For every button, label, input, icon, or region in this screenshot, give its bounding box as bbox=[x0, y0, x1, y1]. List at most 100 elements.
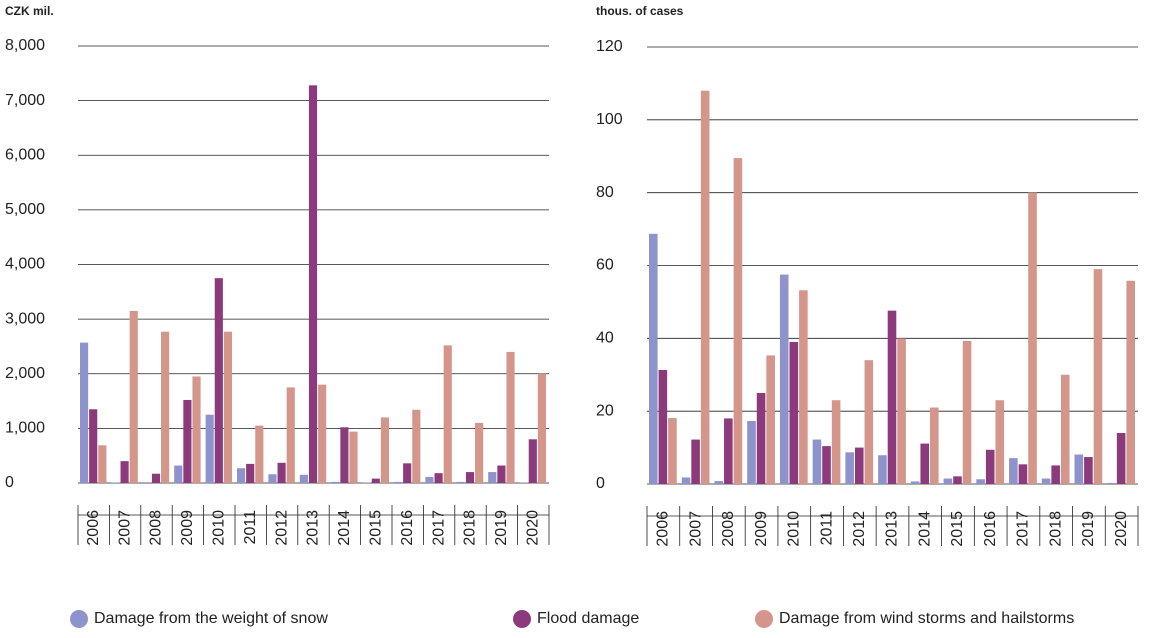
bar bbox=[747, 420, 756, 484]
x-tick-label: 2010 bbox=[786, 511, 803, 547]
bar bbox=[465, 472, 475, 483]
bar bbox=[976, 479, 985, 484]
bar bbox=[394, 481, 403, 483]
x-tick-label: 2012 bbox=[851, 511, 868, 547]
bar bbox=[246, 463, 255, 483]
bar bbox=[1051, 465, 1060, 484]
x-tick-label: 2014 bbox=[916, 511, 933, 547]
x-tick-label: 2008 bbox=[720, 511, 737, 547]
y-tick-label: 60 bbox=[596, 257, 614, 274]
bar bbox=[1107, 482, 1116, 484]
x-tick-label: 2016 bbox=[399, 510, 416, 546]
y-tick-label: 2,000 bbox=[5, 365, 45, 382]
y-tick-label: 6,000 bbox=[5, 146, 45, 163]
bar bbox=[192, 376, 201, 483]
legend-label: Flood damage bbox=[537, 610, 639, 627]
bar bbox=[953, 476, 962, 484]
x-tick-label: 2015 bbox=[949, 511, 966, 547]
bar bbox=[237, 468, 246, 483]
bar bbox=[475, 422, 484, 483]
bar bbox=[434, 473, 443, 483]
bar bbox=[412, 409, 421, 483]
bar bbox=[371, 478, 380, 483]
legend-swatch bbox=[70, 610, 88, 628]
bar bbox=[668, 418, 677, 484]
bar bbox=[98, 445, 107, 483]
bar bbox=[519, 482, 528, 483]
axis-unit: thous. of cases bbox=[596, 4, 684, 18]
bar bbox=[864, 360, 874, 484]
bar bbox=[488, 472, 497, 483]
bar bbox=[897, 338, 906, 484]
bar bbox=[80, 342, 89, 483]
bar bbox=[331, 481, 340, 483]
bar bbox=[349, 431, 358, 483]
bar bbox=[537, 373, 546, 483]
bar bbox=[878, 455, 887, 484]
bar bbox=[812, 439, 822, 484]
legend-swatch bbox=[513, 610, 531, 628]
axis-unit: CZK mil. bbox=[5, 4, 54, 18]
x-tick-label: 2008 bbox=[148, 510, 165, 546]
bar bbox=[318, 384, 327, 483]
bar bbox=[255, 425, 264, 483]
x-tick-label: 2013 bbox=[884, 511, 901, 547]
y-tick-label: 120 bbox=[596, 38, 623, 55]
x-tick-label: 2007 bbox=[687, 511, 704, 547]
bar bbox=[151, 473, 161, 483]
bar bbox=[920, 443, 930, 484]
y-tick-label: 7,000 bbox=[5, 92, 45, 109]
x-tick-label: 2006 bbox=[85, 510, 102, 546]
legend-swatch bbox=[755, 610, 773, 628]
bar bbox=[733, 158, 743, 484]
y-tick-label: 3,000 bbox=[5, 310, 45, 327]
legend-label: Damage from the weight of snow bbox=[94, 610, 328, 627]
bar bbox=[308, 85, 318, 483]
x-tick-label: 2009 bbox=[179, 510, 196, 546]
bar bbox=[930, 407, 939, 484]
bar bbox=[425, 476, 434, 483]
bar bbox=[214, 278, 223, 483]
x-tick-label: 2015 bbox=[368, 510, 385, 546]
x-tick-label: 2020 bbox=[525, 510, 542, 546]
bar bbox=[649, 233, 658, 484]
bar bbox=[681, 477, 691, 484]
bar bbox=[1028, 192, 1037, 484]
bar bbox=[497, 465, 506, 483]
bar bbox=[854, 447, 864, 484]
bar bbox=[995, 400, 1005, 484]
bar bbox=[161, 331, 170, 483]
bar bbox=[799, 290, 808, 484]
y-tick-label: 20 bbox=[596, 402, 614, 419]
y-tick-label: 5,000 bbox=[5, 201, 45, 218]
y-tick-label: 8,000 bbox=[5, 37, 45, 54]
bar bbox=[1074, 454, 1084, 484]
bar bbox=[766, 355, 775, 484]
bar bbox=[443, 345, 452, 483]
bar bbox=[277, 462, 286, 483]
x-tick-label: 2011 bbox=[818, 511, 835, 546]
bar bbox=[111, 482, 120, 483]
bar bbox=[943, 478, 953, 484]
y-tick-label: 100 bbox=[596, 111, 623, 128]
bar bbox=[822, 446, 831, 484]
bar bbox=[1084, 457, 1093, 484]
x-tick-label: 2013 bbox=[305, 510, 322, 546]
bar bbox=[1126, 280, 1135, 484]
bar bbox=[223, 331, 232, 483]
bar bbox=[724, 418, 733, 484]
legend-label: Damage from wind storms and hailstorms bbox=[779, 610, 1074, 627]
bar bbox=[845, 452, 854, 484]
x-tick-label: 2018 bbox=[1047, 511, 1064, 547]
x-tick-label: 2011 bbox=[242, 510, 259, 545]
y-tick-label: 80 bbox=[596, 184, 614, 201]
x-tick-label: 2014 bbox=[336, 510, 353, 546]
bar bbox=[1018, 464, 1028, 484]
bar bbox=[380, 417, 389, 483]
bar bbox=[403, 463, 412, 483]
bar bbox=[691, 439, 700, 484]
bar bbox=[340, 427, 349, 483]
bar bbox=[700, 90, 710, 484]
bar bbox=[183, 399, 192, 483]
